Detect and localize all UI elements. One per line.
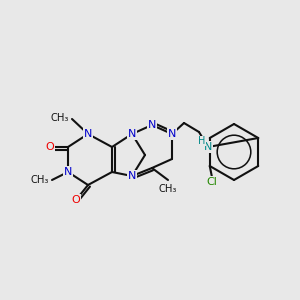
Text: N: N — [84, 129, 92, 139]
Text: CH₃: CH₃ — [31, 175, 49, 185]
Text: N: N — [64, 167, 72, 177]
Text: N: N — [128, 129, 136, 139]
Text: CH₃: CH₃ — [51, 113, 69, 123]
Text: N: N — [148, 120, 156, 130]
Text: CH₃: CH₃ — [159, 184, 177, 194]
Text: O: O — [72, 195, 80, 205]
Text: N: N — [168, 129, 176, 139]
Text: N: N — [204, 142, 212, 152]
Text: Cl: Cl — [206, 177, 217, 187]
Text: N: N — [128, 171, 136, 181]
Text: O: O — [46, 142, 54, 152]
Text: H: H — [198, 136, 206, 146]
